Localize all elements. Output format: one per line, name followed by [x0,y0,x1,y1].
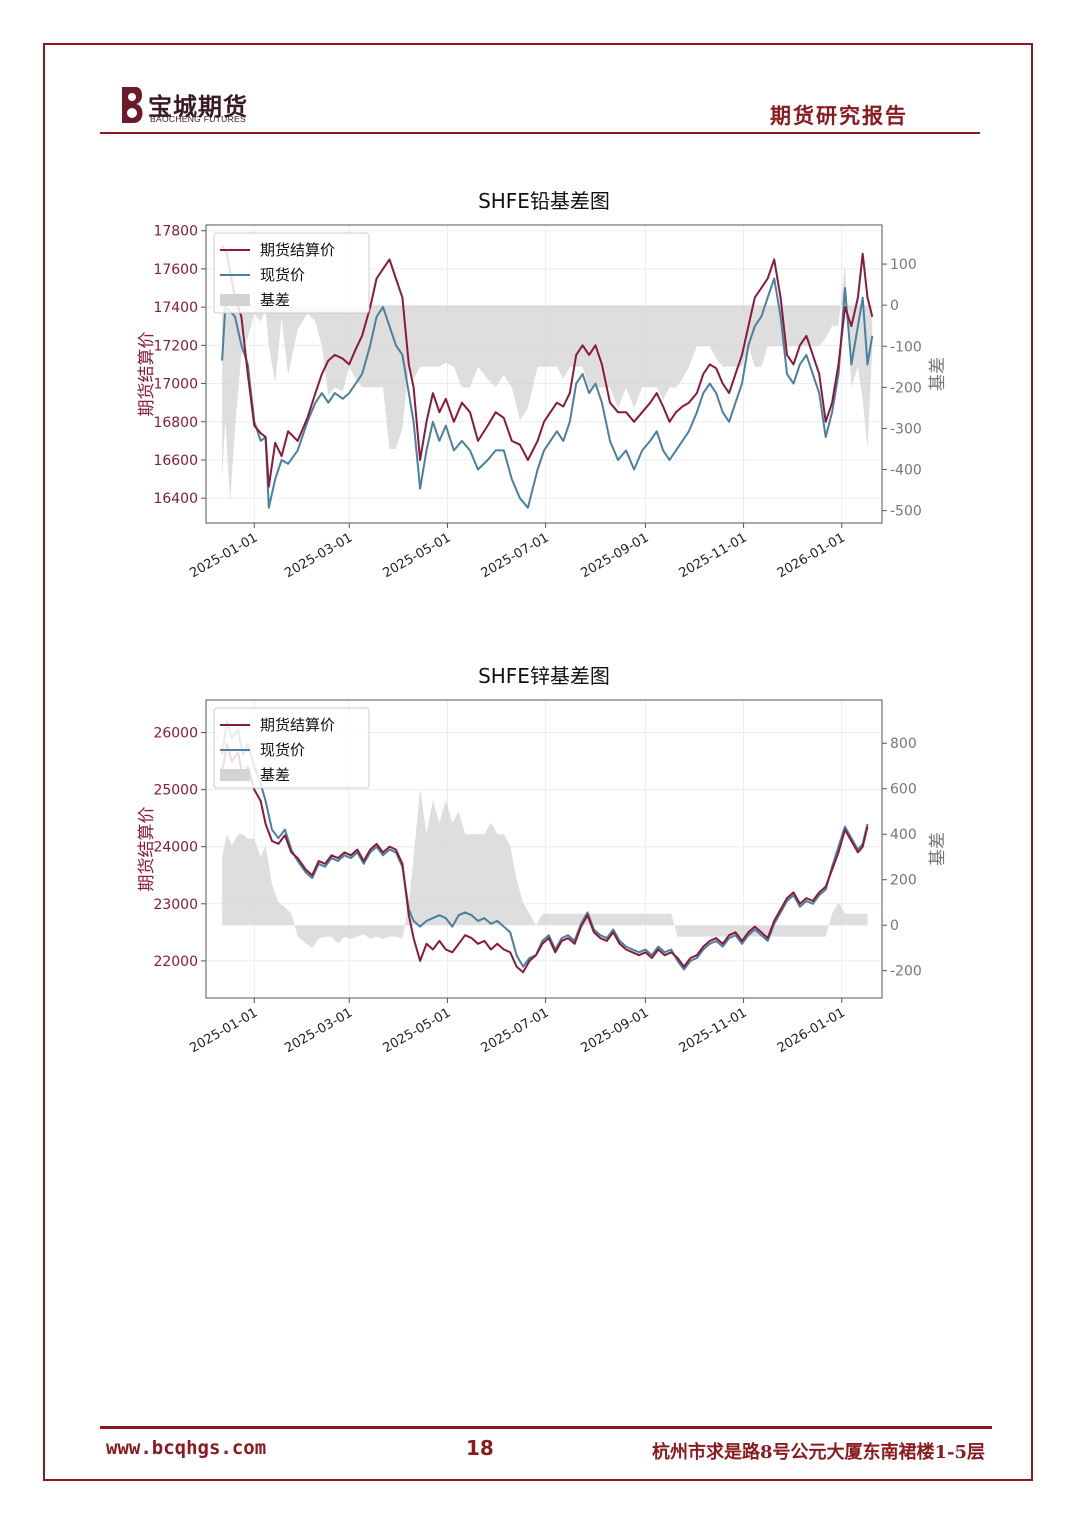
y-tick-label: 17800 [153,224,198,240]
legend-label: 基差 [260,766,290,784]
x-tick-label: 2025-11-01 [677,530,750,581]
legend-label: 基差 [260,291,290,309]
y2-tick-label: 600 [890,782,917,798]
x-tick-label: 2025-11-01 [677,1005,750,1056]
y-axis-label: 期货结算价 [137,807,157,892]
y-tick-label: 26000 [153,726,198,742]
y2-tick-label: 100 [890,257,917,273]
y2-tick-label: 400 [890,827,917,843]
footer-address: 杭州市求是路8号公元大厦东南裙楼1-5层 [651,1442,985,1463]
spot-price-line [221,720,869,971]
y-tick-label: 22000 [153,954,198,970]
plot-frame [205,699,883,999]
basis-area [222,788,868,948]
logo-en-text: BAOCHENG FUTURES [150,114,246,124]
y-tick-label: 17400 [153,300,198,316]
legend-box [213,232,370,314]
legend-label: 期货结算价 [260,716,335,734]
y-tick-label: 23000 [153,897,198,913]
x-tick-label: 2025-03-01 [282,530,355,581]
basis-area [222,264,873,503]
y2-tick-label: -300 [890,421,922,437]
y2-tick-label: -200 [890,380,922,396]
x-tick-label: 2025-01-01 [187,530,260,581]
legend-box [213,707,370,789]
y2-tick-label: 0 [890,298,899,314]
zinc-basis-chart: SHFE锌基差图 22000 23000 24000 25000 26000 -200 0 20… [137,664,948,1056]
chart-title: SHFE锌基差图 [478,664,610,688]
y2-tick-label: 200 [890,873,917,889]
y2-tick-label: -500 [890,504,922,520]
x-tick-label: 2025-05-01 [380,530,453,581]
lead-basis-chart: SHFE铅基差图 16400 16600 16800 17000 17200 17400 17… [137,189,948,581]
y-tick-label: 17000 [153,377,198,393]
footer-website-link[interactable]: www.bcqhgs.com [106,1437,267,1459]
chart-title: SHFE铅基差图 [478,189,610,213]
y-tick-label: 16600 [153,453,198,469]
spot-price-line [221,277,874,509]
y2-axis-label: 基差 [928,357,948,391]
logo-cn-text: 宝城期货 [148,92,248,121]
x-tick-label: 2025-01-01 [187,1005,260,1056]
futures-price-line [221,743,869,974]
brand-logo: 宝城期货 BAOCHENG FUTURES [118,85,268,127]
x-tick-label: 2025-07-01 [479,530,552,581]
y-tick-label: 17600 [153,262,198,278]
legend-label: 现货价 [260,266,305,284]
y2-tick-label: -400 [890,463,922,479]
y2-axis-label: 基差 [928,832,948,866]
y-tick-label: 16400 [153,491,198,507]
x-tick-label: 2025-05-01 [380,1005,453,1056]
page-border [43,43,1033,1481]
x-tick-label: 2025-09-01 [578,530,651,581]
x-tick-label: 2026-01-01 [775,530,848,581]
legend-swatch-patch [220,769,250,781]
legend-label: 期货结算价 [260,241,335,259]
y2-tick-label: -200 [890,964,922,980]
y-tick-label: 17200 [153,338,198,354]
legend-label: 现货价 [260,741,305,759]
y2-tick-label: 800 [890,736,917,752]
futures-price-line [221,245,874,488]
footer-divider [100,1426,992,1429]
x-tick-label: 2025-03-01 [282,1005,355,1056]
y-axis-label: 期货结算价 [137,332,157,417]
y2-tick-label: -100 [890,339,922,355]
page-number: 18 [466,1436,494,1460]
x-tick-label: 2025-09-01 [578,1005,651,1056]
y2-tick-label: 0 [890,918,899,934]
y-tick-label: 25000 [153,783,198,799]
legend-swatch-patch [220,294,250,306]
x-tick-label: 2025-07-01 [479,1005,552,1056]
y-tick-label: 24000 [153,840,198,856]
plot-frame [205,224,883,524]
header-divider [100,132,980,134]
logo-mark-icon [122,87,143,123]
x-tick-label: 2026-01-01 [775,1005,848,1056]
y-tick-label: 16800 [153,415,198,431]
report-type-title: 期货研究报告 [770,104,908,128]
